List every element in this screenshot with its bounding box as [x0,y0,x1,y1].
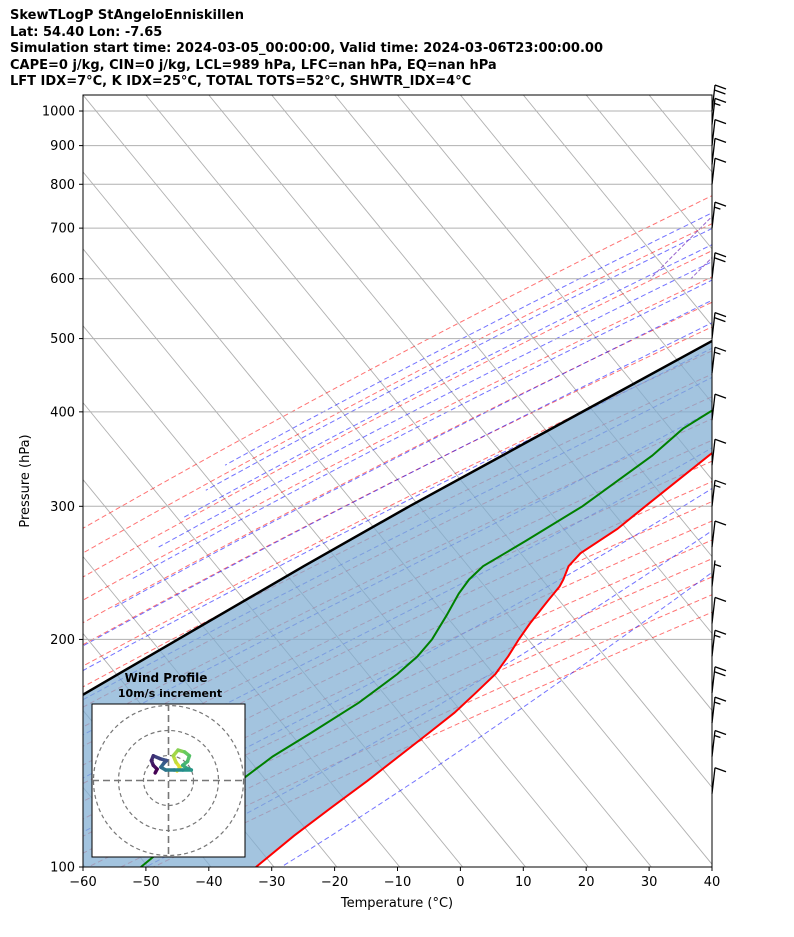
isotherm-line [83,248,589,867]
isotherm-line [397,95,712,481]
isotherm-line [585,95,712,250]
wind-barb [711,252,727,279]
y-tick-label: 800 [50,178,75,193]
stability-line: CAPE=0 j/kg, CIN=0 j/kg, LCL=989 hPa, LF… [10,57,497,73]
y-tick-label: 600 [50,272,75,287]
wind-barb [711,157,727,185]
isotherm-line [522,95,712,327]
parcel-path-line [83,339,712,697]
wind-barb [711,311,727,339]
x-tick-label: −20 [321,875,348,890]
isotherm-line [83,863,86,867]
inset-title: Wind Profile [125,671,208,685]
time-line: Simulation start time: 2024-03-05_00:00:… [10,41,603,56]
x-tick-label: 10 [515,875,532,890]
isotherm-line [460,95,712,404]
moist-adiabat-line [224,212,712,466]
profile-lines [83,339,712,867]
x-tick-label: 30 [641,875,658,890]
x-tick-label: −10 [384,875,411,890]
moist-adiabat-line [205,227,712,491]
moist-adiabat-line [112,299,712,609]
wind-barb [711,520,727,548]
mixing-ratio-line [690,256,712,280]
wind-profile-inset: Wind Profile 10m/s increment [91,671,246,858]
isotherm-line [711,95,712,96]
wind-barb [711,560,722,587]
y-tick-label: 700 [50,222,75,237]
wind-barb [711,393,727,421]
y-tick-label: 100 [50,861,75,876]
hodograph-trace [149,748,194,775]
x-tick-label: −30 [258,875,285,890]
wind-barb [711,696,727,724]
isotherm-line [83,171,652,867]
moist-adiabat-line [145,530,712,867]
y-tick-label: 400 [50,405,75,420]
y-tick-label: 500 [50,332,75,347]
wind-barb [711,479,727,507]
y-tick-label: 200 [50,633,75,648]
wind-barb [711,438,727,466]
wind-barb [711,729,727,757]
dry-adiabat-line [83,195,712,529]
inset-rings [92,704,245,857]
dry-adiabat-line [83,301,712,624]
x-axis-label: Temperature (°C) [340,896,453,911]
mixing-ratio-line [734,95,794,279]
chart-header: SkewTLogP StAngeloEnniskillen Lat: 54.40… [10,8,603,91]
dry-adiabat-line [83,500,712,803]
indices-line: LFT IDX=7°C, K IDX=25°C, TOTAL TOTS=52°C… [10,74,472,89]
dewpoint-line [140,409,712,867]
moist-adiabat-line [158,261,712,548]
x-tick-label: −40 [195,875,222,890]
x-tick-label: 20 [578,875,595,890]
moist-adiabat-line [83,487,712,833]
chart-title: SkewTLogP StAngeloEnniskillen [10,8,244,23]
dry-adiabat-line [83,350,712,667]
dry-adiabat-line [83,539,712,837]
location-line: Lat: 54.40 Lon: -7.65 [10,24,163,40]
hodograph-segment [153,767,159,775]
y-tick-label: 300 [50,500,75,515]
wind-barb [711,767,727,794]
y-tick-label: 900 [50,139,75,154]
inset-subtitle: 10m/s increment [118,687,222,700]
isotherm-line [83,95,712,865]
dry-adiabat-line [83,276,712,601]
x-axis: −60 −50 −40 −30 −20 −10 0 10 20 30 40 [69,867,720,890]
wind-barbs [711,84,727,794]
wind-barb [711,629,727,657]
y-axis-label: Pressure (hPa) [18,434,33,527]
x-tick-label: −50 [132,875,159,890]
x-tick-label: 0 [456,875,464,890]
x-tick-label: 40 [704,875,721,890]
mixing-ratio-line [649,215,712,280]
moist-adiabat-line [83,347,712,672]
x-tick-label: −60 [69,875,96,890]
wind-barb [711,666,727,693]
moist-adiabat-line [183,244,712,518]
wind-barb [711,201,727,229]
wind-barb [711,346,727,374]
y-axis: 100 200 300 400 500 600 700 800 900 1000 [42,105,83,876]
y-tick-label: 1000 [42,105,75,120]
wind-barb [711,596,727,624]
temperature-line [255,451,712,867]
